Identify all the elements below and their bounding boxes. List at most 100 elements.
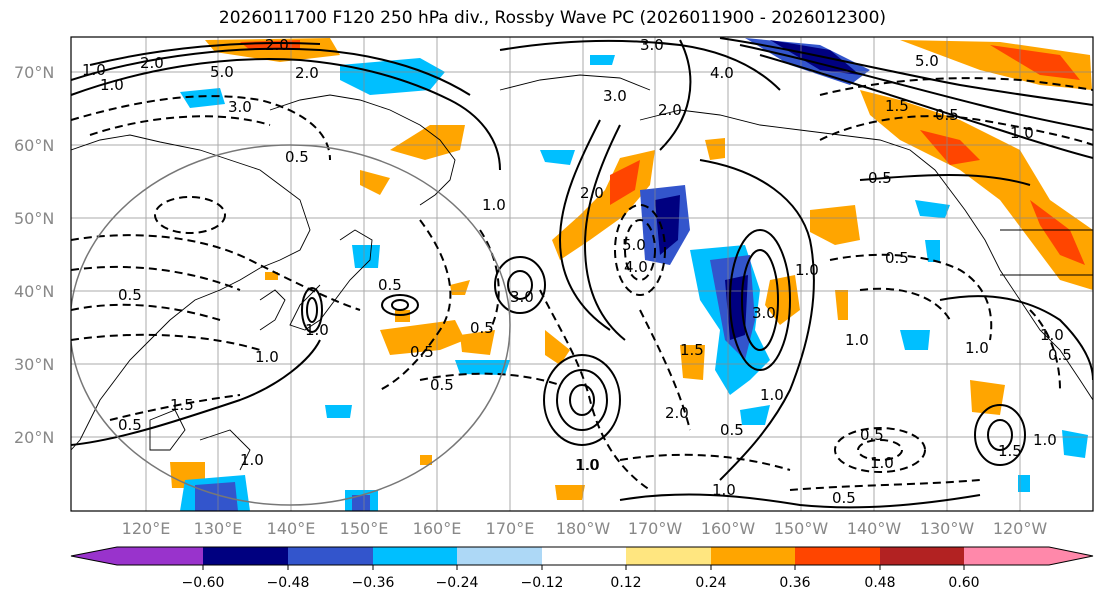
contour-label: 2.0 (265, 36, 289, 54)
lon-label: 150°W (774, 519, 829, 538)
contour-label: 4.0 (624, 258, 648, 276)
contour-label: 3.0 (510, 288, 534, 306)
lat-label: 30°N (14, 355, 54, 374)
colorbar-segment (117, 547, 203, 565)
contour-label: 1.0 (712, 481, 736, 499)
contour-label: 1.0 (305, 321, 329, 339)
longitude-axis: 120°E 130°E 140°E 150°E 160°E 170°E 180°… (122, 519, 1048, 538)
graticule (71, 37, 1093, 511)
contour-label: 3.0 (228, 98, 252, 116)
contour-label: 0.5 (860, 426, 884, 444)
coastlines (71, 74, 1093, 471)
colorbar: −0.60 −0.48 −0.36 −0.24 −0.12 0.12 0.24 … (70, 546, 1094, 591)
lon-label: 170°W (628, 519, 683, 538)
lon-label: 120°W (993, 519, 1048, 538)
contour-label: 2.0 (295, 64, 319, 82)
colorbar-segment (288, 547, 373, 565)
contour-label: 1.0 (965, 339, 989, 357)
contour-label: 1.0 (1040, 326, 1064, 344)
contour-label: 1.0 (870, 454, 894, 472)
contour-label: 1.0 (760, 386, 784, 404)
contour-label: 3.0 (752, 304, 776, 322)
contour-label: 0.5 (118, 416, 142, 434)
contour-label: 1.0 (1010, 124, 1034, 142)
contour-label-group: 2.0 1.0 2.0 3.0 1.0 5.0 3.0 2.0 4.0 0.5 … (82, 36, 1072, 507)
lon-label: 120°E (122, 519, 171, 538)
contour-label: 0.5 (935, 106, 959, 124)
contour-label: 3.0 (603, 87, 627, 105)
contour-label: 0.5 (1048, 346, 1072, 364)
colorbar-segment (711, 547, 795, 565)
reference-circle (71, 144, 511, 506)
lon-label: 150°E (340, 519, 389, 538)
contour-label: 1.5 (998, 442, 1022, 460)
colorbar-segment (373, 547, 457, 565)
contour-label: 0.5 (470, 319, 494, 337)
colorbar-tick-label: −0.36 (352, 575, 395, 591)
contour-label: 5.0 (622, 236, 646, 254)
colorbar-segment (71, 547, 117, 565)
lat-label: 40°N (14, 282, 54, 301)
contour-label: 1.0 (240, 451, 264, 469)
colorbar-tick-label: 0.48 (864, 575, 895, 591)
colorbar-segment (626, 547, 711, 565)
lon-label: 130°E (194, 519, 243, 538)
contour-label: 2.0 (658, 101, 682, 119)
lon-label: 160°E (413, 519, 462, 538)
lat-label: 50°N (14, 209, 54, 228)
contour-label: 1.0 (576, 456, 600, 474)
colorbar-outline (70, 546, 1094, 566)
lon-label: 180°W (556, 519, 611, 538)
contour-label: 0.5 (285, 148, 309, 166)
lon-label: 170°E (486, 519, 535, 538)
contour-label: 0.5 (430, 376, 454, 394)
contour-label: 1.0 (575, 456, 599, 474)
colorbar-segment (542, 547, 626, 565)
contour-label: 1.0 (795, 261, 819, 279)
contour-label: 0.5 (885, 249, 909, 267)
map-border (70, 36, 1094, 512)
colorbar-segment (964, 547, 1049, 565)
contour-label: 2.0 (580, 184, 604, 202)
colorbar-tick-label: −0.48 (267, 575, 310, 591)
lat-label: 60°N (14, 136, 54, 155)
lon-label: 130°W (920, 519, 975, 538)
lat-label: 70°N (14, 63, 54, 82)
colorbar-tick-label: 0.12 (610, 575, 641, 591)
lon-label: 140°E (267, 519, 316, 538)
latitude-axis: 70°N 60°N 50°N 40°N 30°N 20°N (14, 63, 54, 447)
contour-label: 0.5 (832, 489, 856, 507)
colorbar-tick-label: −0.24 (436, 575, 479, 591)
colorbar-tick-label: 0.60 (948, 575, 979, 591)
contour-label: 0.5 (410, 343, 434, 361)
contour-label: 1.0 (100, 76, 124, 94)
colorbar-tick-label: 0.36 (779, 575, 810, 591)
contour-label: 1.0 (845, 331, 869, 349)
colorbar-tick-label: 0.24 (695, 575, 726, 591)
contour-label: 1.5 (885, 97, 909, 115)
colorbar-segment (203, 547, 288, 565)
colorbar-segment (1049, 547, 1093, 565)
lat-label: 20°N (14, 428, 54, 447)
solid-contours (71, 37, 1093, 509)
contour-label: 1.0 (82, 61, 106, 79)
contour-label: 5.0 (915, 52, 939, 70)
colorbar-tick-label: −0.60 (182, 575, 225, 591)
lon-label: 160°W (701, 519, 756, 538)
contour-label: 1.0 (482, 196, 506, 214)
contour-label: 2.0 (665, 404, 689, 422)
contour-label: 2.0 (140, 54, 164, 72)
contour-label: 1.0 (255, 348, 279, 366)
contour-label: 1.5 (170, 396, 194, 414)
contour-label: 4.0 (710, 64, 734, 82)
dashed-contours (71, 77, 1093, 491)
contour-label: 1.0 (1033, 431, 1057, 449)
contour-label: 0.5 (118, 286, 142, 304)
colorbar-tick-label: −0.12 (521, 575, 564, 591)
contour-label: 0.5 (720, 421, 744, 439)
lon-label: 140°W (847, 519, 902, 538)
colorbar-segment (795, 547, 880, 565)
contour-label: 3.0 (640, 36, 664, 54)
contour-label: 5.0 (210, 63, 234, 81)
